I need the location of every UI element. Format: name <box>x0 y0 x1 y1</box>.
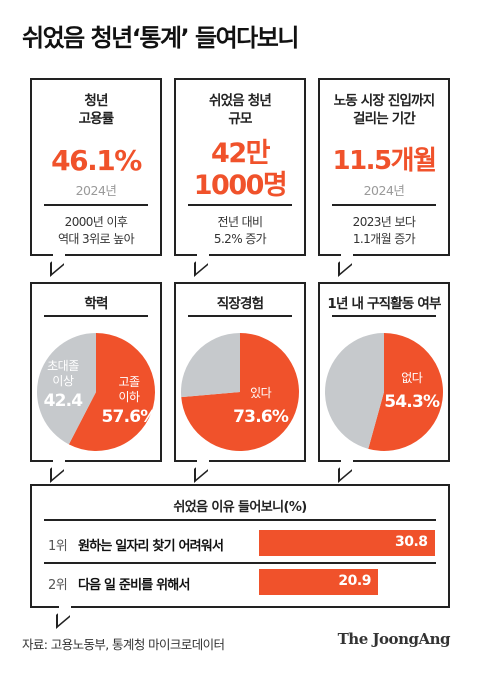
pie-slice-0 <box>368 333 444 451</box>
pie-divider <box>44 315 148 317</box>
stat-note: 전년 대비 5.2% 증가 <box>176 214 304 248</box>
reason-bar <box>259 530 435 556</box>
stat-value: 46.1% <box>51 144 142 177</box>
reasons-divider-middle <box>44 562 436 564</box>
reason-rank: 2위 <box>48 578 68 593</box>
stat-label-line2: 고용률 <box>78 111 115 127</box>
pie-slice-label: 없다 <box>401 371 423 385</box>
pie-divider <box>332 315 436 317</box>
reason-label: 다음 일 준비를 위해서 <box>78 578 190 593</box>
stat-note-line1: 2000년 이후 <box>64 215 128 229</box>
stat-divider <box>332 204 436 206</box>
page-title: 쉬었음 청년‘통계’ 들여다보니 <box>22 24 299 52</box>
stat-note: 2000년 이후 역대 3위로 높아 <box>32 214 160 248</box>
pie-slice-1 <box>36 333 96 445</box>
bubble-tail-joint <box>196 252 209 256</box>
reason-bar <box>259 569 379 595</box>
bubble-tail-joint <box>340 252 353 256</box>
pie-slice-label: 초대졸 <box>47 359 79 373</box>
pie-divider <box>188 315 292 317</box>
stat-divider <box>188 204 292 206</box>
stat-card-entry-duration: 노동 시장 진입까지 걸리는 기간 11.5개월 2024년 2023년 보다 … <box>318 78 450 277</box>
pie-slice-0 <box>68 333 155 451</box>
pie-slice-value: 54.3% <box>384 392 440 412</box>
pie-slice-value: 42.4 <box>44 391 84 411</box>
pie-slice-label: 이상 <box>52 374 74 388</box>
stat-label: 쉬었음 청년 규모 <box>176 92 304 128</box>
reason-value: 20.9 <box>338 573 371 589</box>
stat-note: 2023년 보다 1.1개월 증가 <box>320 214 448 248</box>
pie-slice-label: 있다 <box>250 386 272 400</box>
bubble-tail-joint <box>52 458 65 462</box>
source-note: 자료: 고용노동부, 통계청 마이크로데이터 <box>22 637 225 652</box>
pie-slice-1 <box>181 333 240 398</box>
stat-divider <box>44 204 148 206</box>
bubble-tail-joint <box>340 458 353 462</box>
stat-note-line1: 전년 대비 <box>217 215 264 229</box>
stat-year: 2024년 <box>75 183 117 198</box>
stat-note-line2: 5.2% 증가 <box>213 232 267 246</box>
pie-card-job-search: 1년 내 구직활동 여부 없다 54.3% <box>318 282 450 483</box>
bubble-tail-joint <box>52 252 65 256</box>
bubble-tail-joint <box>58 604 71 608</box>
stat-note-line1: 2023년 보다 <box>352 215 416 229</box>
stat-label: 노동 시장 진입까지 걸리는 기간 <box>320 92 448 128</box>
stat-value: 42만 1000명 <box>176 138 304 202</box>
reason-value: 30.8 <box>395 534 428 550</box>
pie-chart-work-experience: 있다 73.6% <box>181 333 299 451</box>
stat-value: 11.5개월 <box>332 146 438 176</box>
pie-slice-value: 73.6% <box>233 407 289 427</box>
stat-value-line2: 1000명 <box>193 170 288 201</box>
stat-label-line1: 노동 시장 진입까지 <box>333 93 436 109</box>
reasons-divider-top <box>44 519 436 521</box>
stat-card-employment-rate: 청년 고용률 46.1% 2024년 2000년 이후 역대 3위로 높아 <box>30 78 162 277</box>
pie-card-education: 학력 고졸 이하 57.6% 초대졸 이상 42.4 <box>30 282 162 483</box>
stat-note-line2: 1.1개월 증가 <box>352 232 416 246</box>
pie-title: 학력 <box>84 296 108 312</box>
pie-card-work-experience: 직장경험 있다 73.6% <box>174 282 306 483</box>
publisher-logo: The JoongAng <box>337 630 451 648</box>
reasons-card: 쉬었음 이유 들어보니(%) 1위 원하는 일자리 찾기 어려워서 30.8 2… <box>30 484 450 629</box>
stat-year: 2024년 <box>363 183 405 198</box>
pie-slice-label: 이하 <box>118 390 140 404</box>
stat-card-rested-youth: 쉬었음 청년 규모 42만 1000명 전년 대비 5.2% 증가 <box>174 78 306 277</box>
pie-slice-1 <box>325 333 384 449</box>
pie-title: 직장경험 <box>216 296 264 312</box>
pie-slice-value: 57.6% <box>102 407 158 427</box>
reason-label: 원하는 일자리 찾기 어려워서 <box>78 539 224 554</box>
stat-label-line2: 규모 <box>228 111 252 127</box>
pie-title: 1년 내 구직활동 여부 <box>327 296 441 312</box>
stat-label: 청년 고용률 <box>32 92 160 128</box>
stat-value-line1: 42만 <box>211 138 270 169</box>
pie-slice-label: 고졸 <box>118 375 140 389</box>
stat-label-line1: 쉬었음 청년 <box>209 93 272 109</box>
pie-slice-0 <box>181 333 299 451</box>
stat-label-line1: 청년 <box>84 93 108 109</box>
stat-label-line2: 걸리는 기간 <box>353 111 416 127</box>
reasons-title: 쉬었음 이유 들어보니(%) <box>173 500 307 515</box>
reason-rank: 1위 <box>48 539 68 554</box>
stat-note-line2: 역대 3위로 높아 <box>57 232 135 246</box>
bubble-tail-joint <box>196 458 209 462</box>
pie-chart-job-search: 없다 54.3% <box>325 333 444 451</box>
